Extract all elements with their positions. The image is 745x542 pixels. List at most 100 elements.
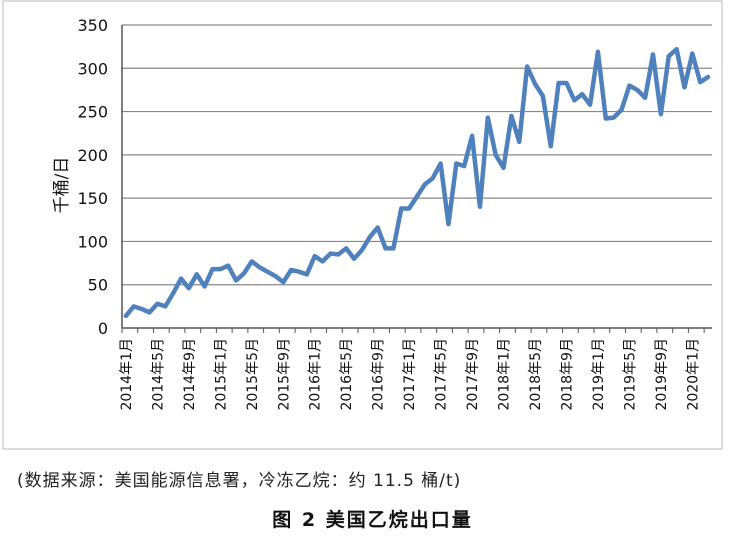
data-point — [328, 251, 333, 256]
data-point — [588, 102, 592, 107]
data-point — [690, 51, 695, 56]
data-point — [383, 246, 388, 251]
data-point — [674, 47, 679, 52]
data-point — [446, 222, 451, 226]
data-point — [391, 246, 396, 251]
data-point — [423, 182, 427, 187]
x-tick-label: 2014年9月 — [182, 338, 198, 411]
data-point — [407, 206, 411, 211]
data-point — [541, 94, 545, 98]
data-point — [336, 252, 341, 257]
data-point — [635, 88, 640, 92]
data-point — [124, 314, 128, 318]
data-point — [171, 291, 175, 296]
data-point — [501, 166, 506, 170]
chart-frame: 0 50 100 150 200 250 300 350 2014年1月 2014年5月 2014… — [2, 0, 723, 450]
data-point — [454, 161, 459, 166]
data-point — [320, 259, 325, 264]
data-point — [257, 265, 262, 270]
data-point — [147, 310, 152, 315]
y-tick-label: 250 — [77, 103, 108, 122]
data-point — [533, 82, 537, 86]
data-point — [698, 80, 702, 84]
x-tick-label: 2019年5月 — [622, 338, 638, 411]
data-point — [706, 75, 710, 79]
data-point — [375, 225, 380, 230]
data-point — [627, 83, 632, 88]
data-point — [344, 246, 349, 251]
data-point — [596, 50, 600, 54]
x-tick-labels: 2014年1月 2014年5月 2014年9月 2015年1月 2015年5月 2015年… — [119, 338, 701, 411]
data-point — [250, 259, 254, 264]
data-point — [265, 269, 270, 274]
source-note: (数据来源：美国能源信息署，冷冻乙烷：约 11.5 桶/t) — [17, 471, 462, 491]
x-tick-label: 2015年1月 — [213, 338, 229, 411]
data-point — [462, 164, 467, 168]
data-point — [226, 263, 230, 268]
series-layer — [123, 46, 711, 319]
x-tick-label: 2018年5月 — [528, 338, 544, 411]
data-point — [194, 272, 199, 277]
data-point — [611, 115, 616, 120]
data-point — [312, 254, 317, 258]
data-point — [572, 98, 577, 103]
data-point — [666, 54, 671, 58]
y-axis-label: 千桶/日 — [52, 157, 72, 214]
data-point — [470, 134, 474, 138]
x-tick-label: 2016年9月 — [371, 338, 387, 411]
data-point — [281, 280, 286, 284]
data-point — [132, 304, 136, 309]
x-tick-label: 2020年1月 — [685, 338, 701, 411]
data-point — [179, 276, 183, 281]
x-tick-label: 2017年5月 — [434, 338, 450, 411]
chart-border — [2, 0, 723, 450]
data-point — [352, 256, 356, 261]
data-point — [619, 108, 624, 112]
x-tick-label: 2014年1月 — [119, 338, 135, 411]
x-tick-label: 2018年1月 — [497, 338, 513, 411]
axes — [121, 25, 712, 333]
data-point — [218, 267, 223, 271]
x-tick-label: 2018年9月 — [559, 338, 575, 411]
data-point — [360, 248, 364, 252]
gridlines — [122, 24, 712, 286]
y-tick-label: 350 — [77, 16, 108, 35]
data-point — [493, 153, 498, 157]
y-tick-label: 200 — [77, 146, 108, 165]
x-tick-label: 2019年1月 — [591, 338, 607, 411]
data-point — [234, 278, 238, 283]
data-point — [478, 205, 482, 209]
figure-caption: 图 2 美国乙烷出口量 — [272, 509, 473, 531]
y-tick-labels: 0 50 100 150 200 250 300 350 — [77, 16, 108, 338]
data-point — [202, 284, 207, 289]
data-point — [643, 95, 647, 100]
x-tick-label: 2015年5月 — [245, 338, 261, 411]
data-point — [305, 272, 309, 277]
data-point — [438, 161, 443, 166]
x-tick-label: 2015年9月 — [276, 338, 292, 411]
x-tick-label: 2017年9月 — [465, 338, 481, 411]
data-point — [564, 81, 569, 85]
data-point — [187, 286, 191, 290]
data-point — [517, 140, 522, 144]
data-point — [651, 52, 655, 57]
x-tick-label: 2017年1月 — [402, 338, 418, 411]
data-point — [163, 304, 168, 309]
data-point — [273, 274, 278, 278]
data-point — [430, 176, 435, 181]
y-tick-label: 50 — [88, 276, 108, 295]
data-point — [368, 235, 372, 239]
data-point — [486, 115, 490, 120]
data-point — [548, 144, 553, 148]
data-point — [155, 301, 160, 306]
data-point — [580, 92, 584, 97]
x-tick-label: 2016年5月 — [339, 338, 355, 411]
data-point — [242, 271, 246, 276]
x-tick-label: 2016年1月 — [308, 338, 324, 411]
data-point — [210, 267, 215, 271]
y-tick-label: 0 — [98, 319, 108, 338]
x-tick-label: 2014年5月 — [150, 338, 166, 411]
data-point — [139, 307, 144, 311]
series-line — [123, 46, 711, 319]
